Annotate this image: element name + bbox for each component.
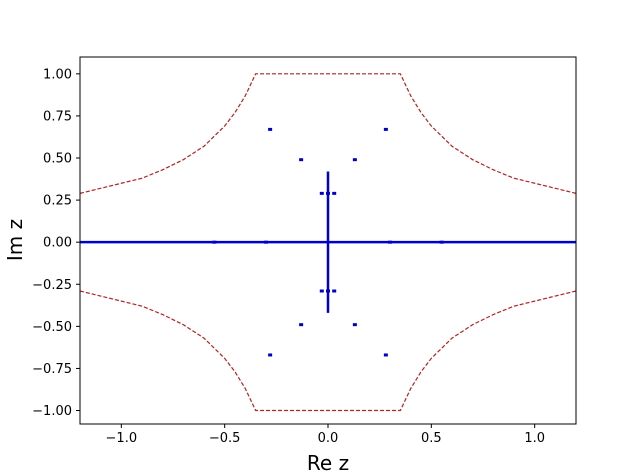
eigenvalue-marker (383, 353, 388, 357)
series-layer (80, 73, 576, 412)
eigenvalue-marker (319, 191, 324, 195)
y-tick-label: −0.50 (32, 320, 72, 335)
x-tick-label: −1.0 (106, 431, 138, 446)
eigenvalue-marker (319, 289, 324, 293)
boundary-curve-1 (80, 290, 576, 412)
x-axis: −1.0 −0.5 0.0 0.5 1.0 (106, 424, 545, 446)
eigenvalue-marker (299, 158, 304, 162)
y-tick-label: 0.25 (43, 194, 72, 209)
boundary-curve-0 (80, 73, 576, 194)
eigenvalue-marker (299, 323, 304, 327)
x-tick-label: 1.0 (524, 431, 545, 446)
eigenvalue-marker (268, 353, 273, 357)
y-tick-label: 0.00 (43, 236, 72, 251)
y-tick-label: 1.00 (43, 67, 72, 82)
eigenvalue-marker (332, 289, 337, 293)
y-tick-label: −0.75 (32, 362, 72, 377)
y-tick-label: −0.25 (32, 278, 72, 293)
x-tick-label: 0.0 (318, 431, 339, 446)
y-axis: 1.00 0.75 0.50 0.25 0.00 −0.25 −0.50 −0.75 −1.00 (32, 67, 80, 419)
eigenvalue-marker (212, 240, 217, 244)
y-tick-label: 0.50 (43, 152, 72, 167)
eigenvalue-marker (326, 191, 330, 195)
eigenvalue-marker (383, 127, 388, 131)
eigenvalue-marker (268, 127, 273, 131)
y-tick-label: 0.75 (43, 109, 72, 124)
x-axis-label: Re z (307, 451, 349, 475)
eigenvalue-marker (352, 323, 357, 327)
x-tick-label: 0.5 (421, 431, 442, 446)
eigenvalue-marker (326, 289, 330, 293)
eigenvalue-marker (264, 240, 268, 244)
eigenvalue-marker (332, 191, 337, 195)
x-tick-label: −0.5 (209, 431, 241, 446)
eigenvalue-marker (388, 240, 392, 244)
y-axis-label: Im z (3, 219, 27, 261)
y-tick-label: −1.00 (32, 404, 72, 419)
eigenvalue-marker (352, 158, 357, 162)
eigenvalue-marker (439, 240, 444, 244)
